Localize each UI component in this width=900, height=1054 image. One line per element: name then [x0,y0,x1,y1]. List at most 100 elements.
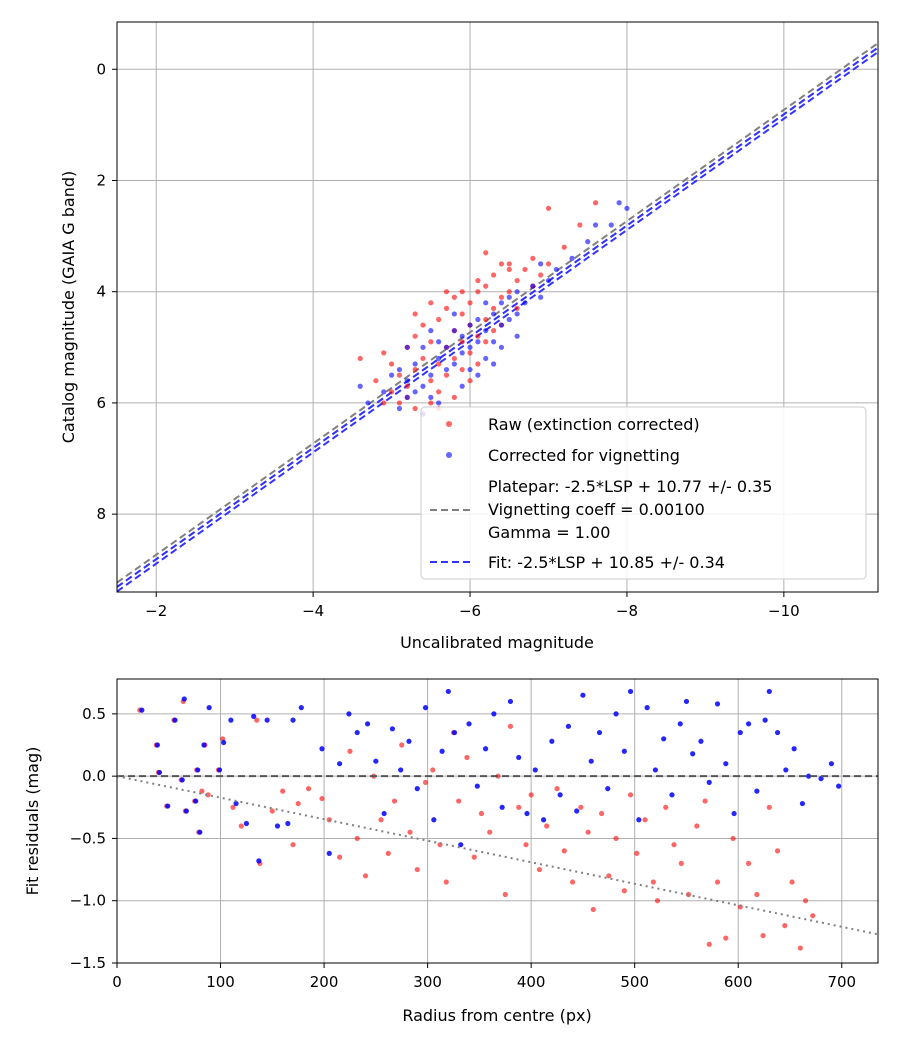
corrected-point [443,366,450,373]
raw-residual-point [319,795,325,802]
raw-residual-point [810,913,816,919]
raw-point [404,383,410,389]
corrected-point [436,339,442,345]
corrected-residual-point [491,711,497,717]
raw-point [443,372,450,378]
raw-residual-point [269,808,275,814]
corrected-point [396,366,403,373]
raw-residual-point [789,879,795,885]
corrected-point [404,378,410,384]
top-fit-lines [117,42,878,592]
corrected-point [443,344,450,350]
corrected-residual-point [197,829,203,835]
top-x-ticks: −2 −4 −6 −8 −10 [145,592,800,620]
corrected-residual-point [319,746,325,752]
raw-residual-point [782,923,788,929]
raw-residual-point [280,788,286,794]
corrected-point [467,322,473,328]
legend-label-raw: Raw (extinction corrected) [488,415,700,434]
corrected-point [483,328,489,334]
corrected-point [428,372,434,378]
raw-residual-point [678,860,684,866]
corrected-residual-point [683,698,690,705]
legend-platepar-line-1: Platepar: -2.5*LSP + 10.77 +/- 0.35 [488,477,772,496]
corrected-point [475,372,481,378]
corrected-residual-point [233,800,239,807]
corrected-residual-point [206,705,212,711]
raw-residual-point [802,898,809,904]
top-x-tick-label: −8 [616,602,638,620]
corrected-point [436,400,442,406]
corrected-residual-point [828,761,835,767]
corrected-point [420,383,426,389]
corrected-residual-point [264,717,270,723]
legend-marker-corrected [446,452,452,458]
raw-point [483,283,489,289]
raw-residual-point [464,754,470,761]
top-x-tick-label: −4 [302,602,324,620]
corrected-residual-point [354,729,360,736]
raw-residual-point [347,748,353,754]
corrected-residual-point [791,746,797,752]
corrected-residual-point [193,798,199,804]
bottom-x-tick-label: 400 [517,973,546,991]
raw-point [436,389,442,395]
raw-point [388,389,395,395]
raw-residual-point [569,879,576,885]
bottom-x-ticks: 0 100 200 300 400 500 600 700 [112,963,856,991]
raw-point [459,339,465,345]
raw-residual-point [495,773,501,779]
legend-platepar-line-2: Vignetting coeff = 0.00100 [488,500,705,519]
corrected-residual-point [613,711,619,717]
corrected-residual-point [337,761,343,767]
raw-point [412,405,418,412]
bottom-y-tick-label: −0.5 [70,829,106,847]
raw-point [506,261,512,267]
top-y-tick-label: 2 [96,171,106,189]
corrected-point [381,389,387,395]
corrected-residual-point [516,754,522,761]
corrected-point [451,311,457,317]
raw-point [577,222,583,228]
corrected-residual-point [580,692,586,698]
corrected-residual-point [256,858,262,864]
raw-point [522,266,528,273]
corrected-residual-point [474,783,480,789]
corrected-point [467,344,473,350]
raw-point [436,316,442,323]
raw-residual-point [536,866,543,873]
raw-residual-point [671,842,677,848]
raw-point [420,322,426,328]
raw-residual-point [613,835,619,842]
raw-residual-point [654,898,661,904]
corrected-residual-point [181,696,187,702]
corrected-point [608,222,614,228]
raw-residual-point [528,792,534,798]
top-y-tick-label: 4 [96,283,106,301]
raw-residual-point [760,932,766,939]
raw-residual-point [634,850,640,856]
raw-point [412,311,418,317]
raw-residual-point [516,804,522,810]
corrected-residual-point [216,767,223,773]
raw-residual-point [471,854,477,860]
raw-point [381,350,387,356]
corrected-residual-point [373,758,379,764]
raw-residual-point [290,842,296,848]
raw-residual-point [378,817,384,823]
raw-point [436,361,442,367]
bottom-x-tick-label: 300 [413,973,442,991]
corrected-residual-point [661,736,667,742]
corrected-point [365,400,371,406]
raw-point [428,400,434,406]
corrected-point [404,394,410,400]
raw-residual-point [502,891,508,898]
top-y-tick-label: 0 [96,60,106,78]
corrected-point [483,300,489,306]
corrected-point [428,394,434,400]
corrected-point [420,344,426,350]
top-plot-frame [116,21,879,593]
top-scatter-points [357,200,630,417]
raw-residual-point [585,829,591,835]
bottom-y-ticks: 0.5 0.0 −0.5 −1.0 −1.5 [70,705,117,972]
